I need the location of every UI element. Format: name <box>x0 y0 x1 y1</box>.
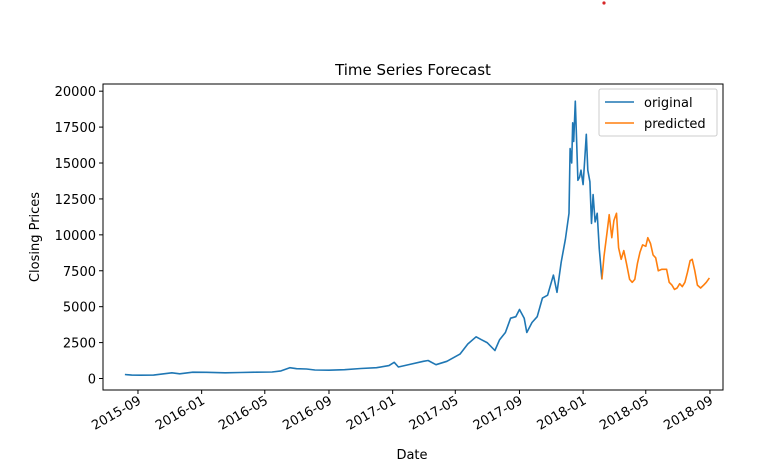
y-tick-label: 15000 <box>55 157 96 172</box>
y-tick-label: 10000 <box>55 229 96 244</box>
x-tick-label: 2018-05 <box>597 393 652 433</box>
y-tick-label: 7500 <box>63 265 96 280</box>
y-axis-ticks: 0 2500 5000 7500 10000 12500 15000 17500 20000 <box>55 85 103 388</box>
x-tick-label: 2016-05 <box>216 393 271 433</box>
stray-red-dot <box>602 1 606 5</box>
y-axis-label: Closing Prices <box>28 192 43 282</box>
legend-label-original: original <box>644 96 693 111</box>
x-tick-label: 2018-09 <box>661 393 716 433</box>
y-tick-label: 20000 <box>55 85 96 100</box>
y-tick-label: 0 <box>88 373 96 388</box>
legend-box <box>598 88 718 137</box>
y-tick-label: 12500 <box>55 193 96 208</box>
x-tick-label: 2016-01 <box>153 393 208 433</box>
x-tick-label: 2017-05 <box>407 393 462 433</box>
y-tick-label: 5000 <box>63 301 96 316</box>
x-tick-label: 2017-01 <box>344 393 399 433</box>
x-tick-label: 2017-09 <box>471 393 526 433</box>
plot-frame <box>102 83 724 391</box>
y-tick-label: 17500 <box>55 121 96 136</box>
chart-title: Time Series Forecast <box>334 61 491 79</box>
x-axis-label: Date <box>396 448 427 463</box>
legend-label-predicted: predicted <box>644 117 706 132</box>
series-line-predicted <box>601 212 711 291</box>
y-tick-label: 2500 <box>63 337 96 352</box>
x-tick-label: 2018-01 <box>535 393 590 433</box>
x-tick-label: 2016-09 <box>280 393 335 433</box>
x-tick-label: 2015-09 <box>89 393 144 433</box>
legend: original predicted <box>598 88 718 137</box>
x-axis-ticks: 2015-09 2016-01 2016-05 2016-09 2017-01 2017-… <box>89 390 716 434</box>
series-layer <box>124 100 711 376</box>
series-line-original <box>124 100 603 376</box>
